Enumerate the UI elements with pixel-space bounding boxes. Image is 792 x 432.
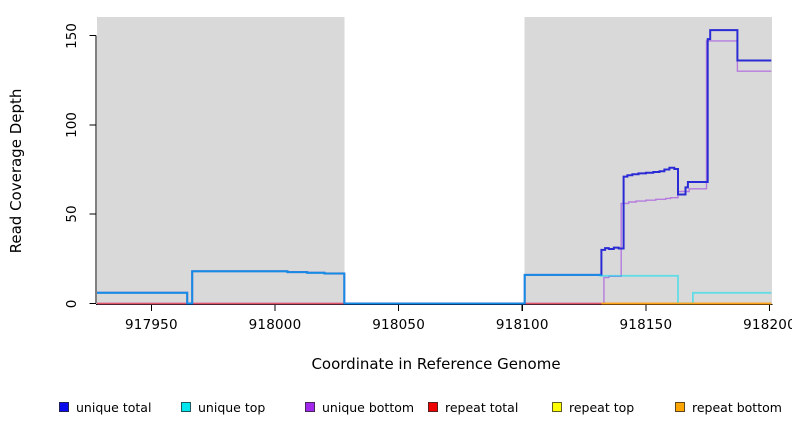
legend-swatch-icon bbox=[552, 402, 562, 412]
x-tick-label: 918100 bbox=[495, 317, 549, 333]
legend-label: unique total bbox=[76, 399, 152, 415]
legend-label: repeat top bbox=[569, 399, 635, 415]
x-tick-label: 917950 bbox=[125, 317, 178, 333]
shaded-region bbox=[97, 17, 345, 305]
y-tick-label: 100 bbox=[64, 111, 80, 138]
legend-swatch-icon bbox=[181, 402, 191, 412]
y-tick-label: 150 bbox=[64, 22, 80, 49]
legend-item-unique-top: unique top bbox=[181, 399, 265, 415]
legend-swatch-icon bbox=[675, 402, 685, 412]
shaded-region bbox=[524, 17, 772, 305]
legend-swatch-icon bbox=[59, 402, 69, 412]
x-tick-label: 918050 bbox=[372, 317, 426, 333]
legend-item-repeat-bottom: repeat bottom bbox=[675, 399, 782, 415]
legend-label: repeat bottom bbox=[692, 399, 782, 415]
legend-item-unique-total: unique total bbox=[59, 399, 151, 415]
legend-item-unique-bottom: unique bottom bbox=[305, 399, 414, 415]
legend-label: unique top bbox=[198, 399, 266, 415]
legend-swatch-icon bbox=[305, 402, 315, 412]
x-tick-label: 918000 bbox=[248, 317, 302, 333]
y-axis-title: Read Coverage Depth bbox=[7, 88, 25, 254]
x-tick-label: 918200 bbox=[743, 317, 792, 333]
legend-item-repeat-total: repeat total bbox=[428, 399, 518, 415]
legend-label: unique bottom bbox=[322, 399, 415, 415]
legend-swatch-icon bbox=[428, 402, 438, 412]
x-axis-title: Coordinate in Reference Genome bbox=[311, 355, 561, 373]
series-line-unique-top bbox=[97, 270, 772, 305]
legend-item-repeat-top: repeat top bbox=[552, 399, 634, 415]
y-tick-label: 0 bbox=[64, 299, 80, 308]
y-tick-label: 50 bbox=[64, 205, 80, 223]
legend-label: repeat total bbox=[445, 399, 519, 415]
x-tick-label: 918150 bbox=[619, 317, 673, 333]
